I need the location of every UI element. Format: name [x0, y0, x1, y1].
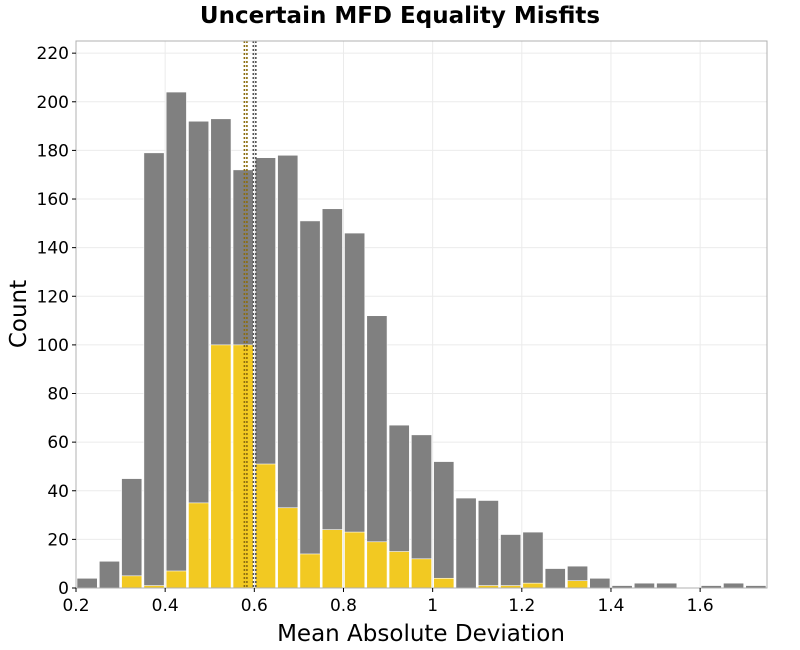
bar-highlight	[165, 570, 187, 589]
bar-highlight	[232, 344, 254, 589]
bar-total	[477, 500, 499, 589]
y-tick-label: 100	[37, 336, 69, 356]
bar-highlight	[299, 553, 321, 589]
bar-total	[76, 577, 98, 589]
y-tick-label: 180	[37, 141, 69, 161]
bar-highlight	[411, 558, 432, 589]
bar-highlight	[255, 463, 276, 589]
bar-total	[143, 152, 165, 589]
reference-lines	[243, 41, 257, 588]
x-tick-label: 1	[427, 596, 438, 616]
bar-total	[121, 478, 143, 589]
bar-highlight	[121, 575, 143, 589]
x-axis-ticks: 0.2 0.4 0.6 0.8 1 1.2 1.4 1.6	[62, 588, 714, 616]
bar-highlight	[388, 551, 410, 589]
bar-total	[723, 582, 745, 589]
x-tick-label: 0.4	[152, 596, 179, 616]
bar-highlight	[344, 531, 366, 589]
y-tick-label: 40	[47, 482, 69, 502]
bar-total	[522, 531, 544, 589]
y-axis-ticks: 0 20 40 60 80 100 120 140 160 180 200 220	[37, 44, 76, 599]
bar-total	[433, 461, 455, 589]
y-tick-label: 120	[37, 287, 69, 307]
y-tick-label: 0	[58, 579, 69, 599]
chart-title: Uncertain MFD Equality Misfits	[200, 3, 600, 29]
bar-total	[165, 91, 187, 589]
bar-total	[455, 497, 477, 589]
bar-highlight	[188, 502, 210, 589]
bar-total	[589, 577, 611, 589]
bar-total	[500, 534, 522, 589]
y-tick-label: 200	[37, 93, 69, 113]
plot-frame	[75, 40, 768, 589]
y-tick-label: 140	[37, 239, 69, 259]
x-tick-label: 1.6	[687, 596, 714, 616]
y-tick-label: 220	[37, 44, 69, 64]
y-tick-label: 60	[47, 433, 69, 453]
bar-total	[656, 582, 678, 589]
bar-highlight	[210, 344, 232, 589]
x-axis-label: Mean Absolute Deviation	[277, 621, 565, 647]
bar-highlight	[321, 529, 343, 589]
bars	[76, 91, 767, 589]
y-axis-label: Count	[6, 280, 32, 348]
bar-total	[544, 568, 566, 589]
x-tick-label: 1.4	[597, 596, 624, 616]
x-tick-label: 0.2	[62, 596, 89, 616]
x-tick-label: 1.2	[508, 596, 535, 616]
y-tick-label: 160	[37, 190, 69, 210]
x-tick-label: 0.6	[241, 596, 268, 616]
bar-highlight	[433, 577, 455, 589]
bar-highlight	[277, 507, 299, 589]
bar-total	[98, 560, 120, 589]
bar-highlight	[522, 582, 544, 589]
y-tick-label: 20	[47, 530, 69, 550]
bar-total	[299, 220, 321, 589]
bar-total	[633, 582, 655, 589]
x-tick-label: 0.8	[330, 596, 357, 616]
y-tick-label: 80	[47, 385, 69, 405]
bar-highlight	[366, 541, 388, 589]
bar-highlight	[567, 580, 588, 589]
